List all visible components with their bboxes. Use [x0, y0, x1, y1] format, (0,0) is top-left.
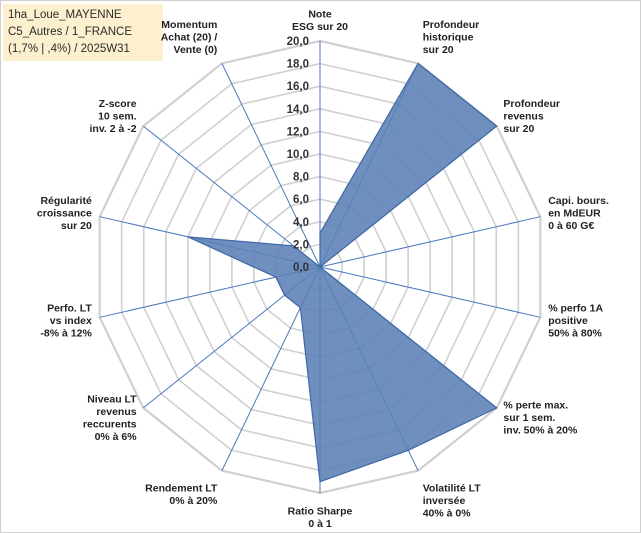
radial-tick-label: 20,0 [287, 36, 309, 48]
axis-label-line: 0 à 60 G€ [548, 220, 594, 232]
axis-label-line: inv. 50% à 20% [503, 425, 578, 437]
radial-tick-label: 12,0 [287, 126, 309, 138]
axis-spoke [319, 266, 541, 318]
axis-label-line: Régularité [40, 195, 92, 207]
axis-spoke [221, 63, 321, 268]
axis-label-line: sur 20 [503, 123, 534, 135]
axis-label: Profondeur historique sur 20 [423, 19, 480, 56]
axis-label-line: revenus [503, 110, 543, 122]
axis-label-line: 50% à 80% [548, 328, 602, 340]
axis-label-line: % perfo 1A [548, 303, 603, 315]
axis-label-line: positive [548, 315, 588, 327]
radial-tick-label: 0,0 [293, 262, 309, 274]
axis-label: % perte max. sur 1 sem. inv. 50% à 20% [503, 400, 578, 437]
axis-label-line: Ratio Sharpe [288, 506, 353, 518]
axis-label: Niveau LT revenus reccurents 0% à 6% [83, 393, 137, 443]
axis-label-line: Profondeur [423, 19, 480, 31]
axis-label-line: 0% à 6% [95, 431, 138, 443]
axis-label: Note ESG sur 20 [292, 9, 348, 34]
axis-label-line: sur 20 [61, 220, 92, 232]
info-line-1: 1ha_Loue_MAYENNE [8, 9, 122, 21]
axis-label-line: Note [308, 9, 331, 21]
axis-label-line: en MdEUR [548, 207, 601, 219]
axis-label: Rendement LT 0% à 20% [145, 483, 218, 508]
info-line-2: C5_Autres / 1_FRANCE [8, 26, 132, 38]
axis-label-line: croissance [37, 207, 92, 219]
axis-label-line: -8% à 12% [40, 328, 92, 340]
axis-label: Z-score 10 sem. inv. 2 à -2 [90, 98, 137, 135]
axis-label: Perfo. LT vs index -8% à 12% [40, 303, 92, 340]
axis-label-line: Capi. bours. [548, 195, 609, 207]
axis-label-line: Rendement LT [145, 483, 218, 495]
axis-label: Profondeur revenus sur 20 [503, 98, 560, 135]
axis-label-line: Vente (0) [174, 44, 218, 56]
axis-label-line: revenus [96, 406, 136, 418]
axis-label: Volatilité LT inversée 40% à 0% [423, 483, 482, 520]
axis-label-line: sur 1 sem. [503, 412, 555, 424]
axis-label-line: Volatilité LT [423, 483, 482, 495]
radial-tick-label: 18,0 [287, 59, 309, 71]
axis-label: Momentum Achat (20) / Vente (0) [161, 19, 218, 56]
radial-tick-label: 8,0 [293, 172, 309, 184]
axis-label-line: 0 à 1 [308, 518, 332, 530]
axis-label: Régularité croissance sur 20 [37, 195, 92, 232]
axis-label-line: 10 sem. [98, 110, 137, 122]
axis-label: Ratio Sharpe 0 à 1 [288, 506, 353, 531]
axis-label: Capi. bours. en MdEUR 0 à 60 G€ [548, 195, 609, 232]
radial-tick-label: 16,0 [287, 81, 309, 93]
axis-label-line: Perfo. LT [47, 303, 92, 315]
axis-label-line: reccurents [83, 418, 137, 430]
axis-label: % perfo 1A positive 50% à 80% [548, 303, 603, 340]
axis-label-line: 0% à 20% [169, 495, 218, 507]
info-line-3: (1,7% | ,4%) / 2025W31 [8, 43, 130, 55]
axis-label-line: Z-score [99, 98, 137, 110]
axis-spoke [142, 125, 321, 268]
radial-tick-label: 10,0 [287, 149, 309, 161]
axis-label-line: % perte max. [503, 400, 568, 412]
radial-tick-label: 2,0 [293, 239, 309, 251]
axis-spoke [319, 216, 541, 268]
axis-label-line: Profondeur [503, 98, 560, 110]
axis-label-line: Niveau LT [87, 393, 137, 405]
radial-tick-label: 14,0 [287, 104, 309, 116]
axis-label-line: sur 20 [423, 44, 454, 56]
axis-label-line: ESG sur 20 [292, 21, 348, 33]
series-area [187, 62, 498, 483]
info-box: 1ha_Loue_MAYENNE C5_Autres / 1_FRANCE (1… [3, 4, 163, 61]
axis-label-line: Momentum [161, 19, 217, 31]
axis-label-line: inv. 2 à -2 [90, 123, 137, 135]
axis-label-line: inversée [423, 495, 466, 507]
axis-label-line: Achat (20) / [161, 32, 218, 44]
axis-label-line: 40% à 0% [423, 508, 472, 520]
axis-label-line: historique [423, 32, 474, 44]
radial-tick-label: 4,0 [293, 217, 309, 229]
radial-tick-label: 6,0 [293, 194, 309, 206]
axis-label-line: vs index [50, 315, 92, 327]
